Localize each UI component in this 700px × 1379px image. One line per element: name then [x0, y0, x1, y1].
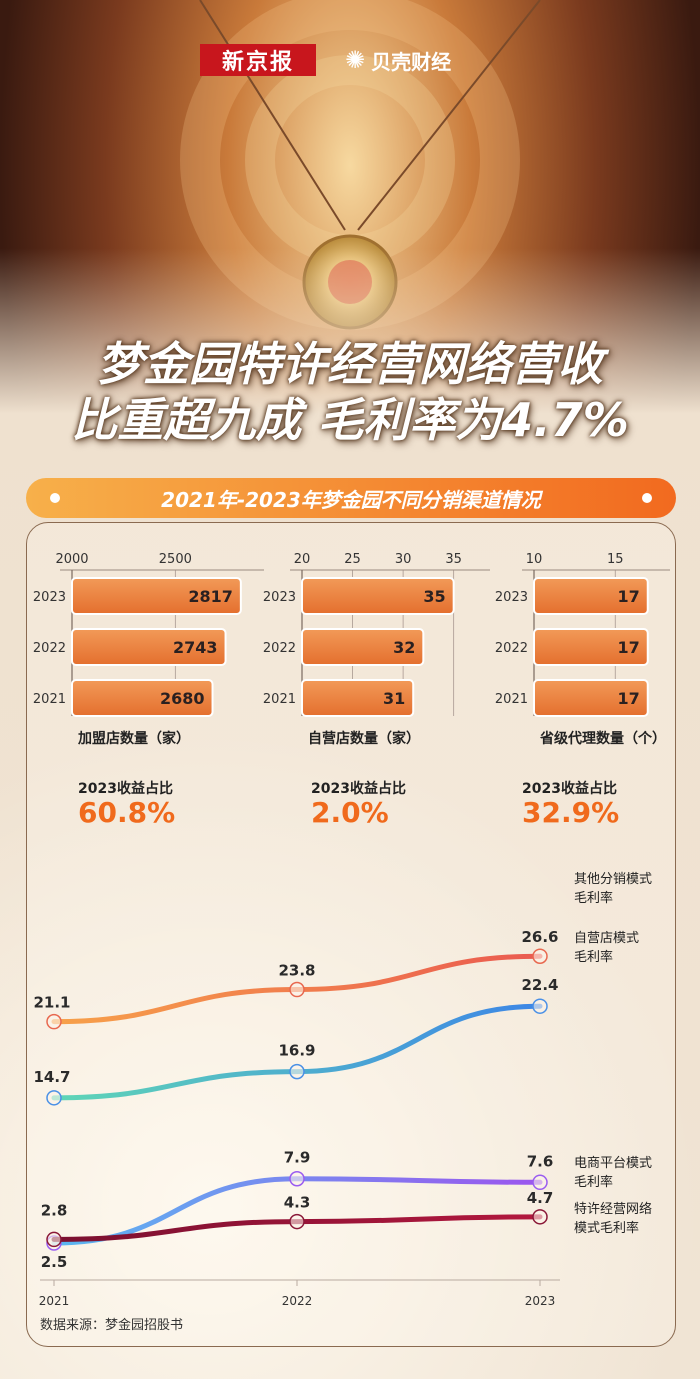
- line-chart-legend-series-1-line-1: 其他分销模式: [574, 872, 652, 887]
- line-chart-series-4-label-2022: 4.3: [284, 1194, 311, 1212]
- line-chart-legend-series-4-line-1: 特许经营网络: [574, 1201, 652, 1217]
- bar-chart-2-value-2021: 31: [383, 689, 405, 708]
- bar-chart-1-category-2023: 2023: [33, 590, 66, 605]
- bar-chart-3-bar-2023: [533, 577, 649, 615]
- line-chart-legend-series-1-line-2: 毛利率: [574, 890, 613, 906]
- bar-chart-3-bar-2021: [533, 679, 649, 717]
- line-chart-legend-series-2-line-2: 毛利率: [574, 949, 613, 965]
- bar-chart-3-value-2023: 17: [617, 587, 639, 606]
- revenue-share-value-2: 2.0%: [311, 796, 389, 829]
- line-chart-series-4-label-2021: 2.8: [41, 1201, 68, 1219]
- bar-chart-1-category-2022: 2022: [33, 641, 66, 656]
- line-chart-x-label-2023: 2023: [525, 1294, 556, 1308]
- bar-chart-1-value-2022: 2743: [173, 638, 218, 657]
- line-chart-series-1-point-2023: [532, 948, 548, 964]
- revenue-share-label-2: 2023收益占比: [311, 781, 406, 797]
- bar-chart-1-category-2021: 2021: [33, 692, 66, 707]
- line-chart-series-2-point-2021: [46, 1090, 62, 1106]
- line-chart-legend-series-4-line-2: 模式毛利率: [574, 1220, 639, 1236]
- line-chart-series-1-label-2022: 23.8: [278, 962, 315, 980]
- bar-chart-3-tick-15: 15: [607, 552, 624, 567]
- bar-chart-2-tick-30: 30: [395, 552, 412, 567]
- bar-chart-2-title: 自营店数量（家）: [308, 730, 420, 747]
- line-chart-x-label-2021: 2021: [39, 1294, 70, 1308]
- line-chart-series-1-label-2021: 21.1: [33, 994, 70, 1012]
- data-source: 数据来源：梦金园招股书: [40, 1318, 184, 1333]
- line-chart-legend-series-3-line-1: 电商平台模式: [574, 1156, 652, 1171]
- banner-dot-left: [50, 493, 60, 503]
- revenue-share-label-3: 2023收益占比: [522, 781, 617, 797]
- revenue-share-value-1: 60.8%: [78, 796, 176, 829]
- bar-chart-3-value-2022: 17: [617, 638, 639, 657]
- bar-chart-3-bar-2022: [533, 628, 649, 666]
- revenue-share-label-1: 2023收益占比: [78, 781, 173, 797]
- line-chart-series-1-point-2022: [289, 981, 305, 998]
- bar-chart-2-bar-2021: [301, 679, 415, 717]
- line-chart-series-3-point-2022: [289, 1170, 305, 1187]
- bar-chart-2-category-2021: 2021: [263, 692, 296, 707]
- bar-chart-2-value-2022: 32: [393, 638, 415, 657]
- line-chart-series-1-point-2021: [46, 1013, 62, 1030]
- line-chart-series-3-label-2021: 2.5: [41, 1253, 68, 1271]
- line-chart-series-2-label-2023: 22.4: [521, 976, 558, 994]
- bar-chart-3-category-2021: 2021: [495, 692, 528, 707]
- line-chart-series-4-point-2022: [289, 1213, 305, 1230]
- bar-chart-2-value-2023: 35: [423, 587, 445, 606]
- bar-chart-2-category-2023: 2023: [263, 590, 296, 605]
- line-chart-series-2-label-2022: 16.9: [278, 1042, 315, 1060]
- line-chart-series-3-label-2023: 7.6: [527, 1152, 554, 1170]
- page-title-line-2: 比重超九成 毛利率为4.7%: [71, 393, 629, 447]
- newspaper-logo: 新京报: [200, 44, 316, 76]
- site-logo: ✺ 贝壳财经: [345, 44, 451, 76]
- line-chart-legend-series-2-line-1: 自营店模式: [574, 931, 639, 946]
- bar-chart-1-bar-2023: [71, 577, 242, 615]
- shell-icon: ✺: [345, 46, 366, 74]
- line-chart-series-4-label-2023: 4.7: [527, 1189, 554, 1207]
- bar-chart-2-bar-2023: [301, 577, 455, 615]
- page-title-line-1: 梦金园特许经营网络营收: [97, 337, 603, 391]
- line-chart-legend-series-3-line-2: 毛利率: [574, 1174, 613, 1190]
- bar-chart-2-tick-20: 20: [294, 552, 311, 567]
- bar-chart-1-tick-2500: 2500: [159, 552, 192, 567]
- revenue-share-value-3: 32.9%: [522, 796, 620, 829]
- section-banner: 2021年-2023年梦金园不同分销渠道情况: [26, 478, 676, 518]
- bar-chart-1-value-2023: 2817: [188, 587, 233, 606]
- line-chart-series-1-label-2023: 26.6: [521, 928, 558, 946]
- line-chart-series-3-point-2023: [532, 1174, 548, 1191]
- bar-chart-2-tick-25: 25: [344, 552, 361, 567]
- line-chart-series-2-point-2023: [532, 998, 548, 1014]
- line-chart-x-label-2022: 2022: [282, 1294, 313, 1308]
- line-chart-series-2-label-2021: 14.7: [33, 1068, 70, 1086]
- section-title: 2021年-2023年梦金园不同分销渠道情况: [161, 487, 541, 512]
- bar-chart-3-title: 省级代理数量（个）: [539, 730, 666, 747]
- line-chart-series-3-label-2022: 7.9: [284, 1149, 311, 1167]
- bar-chart-2-bar-2022: [301, 628, 425, 666]
- bar-chart-1-bar-2021: [71, 679, 214, 717]
- bar-chart-1-tick-2000: 2000: [55, 552, 88, 567]
- bar-chart-2-tick-35: 35: [445, 552, 462, 567]
- line-chart-series-4-point-2021: [46, 1231, 62, 1248]
- bar-chart-2-category-2022: 2022: [263, 641, 296, 656]
- bar-chart-3-category-2022: 2022: [495, 641, 528, 656]
- bar-chart-1-bar-2022: [71, 628, 227, 666]
- line-chart-series-4-point-2023: [532, 1209, 548, 1225]
- site-logo-text: 贝壳财经: [371, 49, 452, 74]
- banner-dot-right: [642, 493, 652, 503]
- bar-chart-3-tick-10: 10: [526, 552, 543, 567]
- bar-chart-3-category-2023: 2023: [495, 590, 528, 605]
- bar-chart-3-value-2021: 17: [617, 689, 639, 708]
- line-chart-series-2-point-2022: [289, 1063, 305, 1080]
- bar-chart-1-title: 加盟店数量（家）: [77, 730, 190, 747]
- bar-chart-1-value-2021: 2680: [160, 689, 205, 708]
